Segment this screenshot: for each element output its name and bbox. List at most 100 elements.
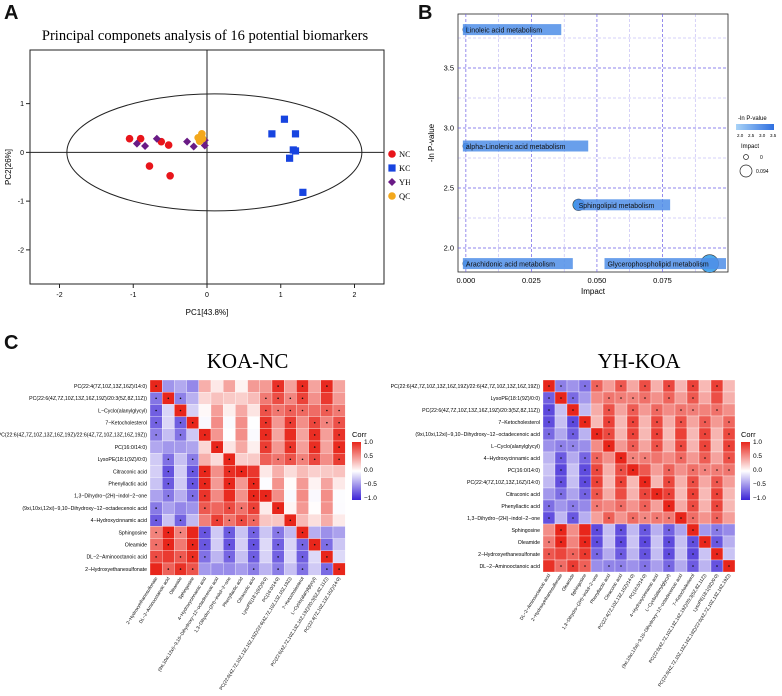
heatmap-cell [650, 547, 664, 561]
heatmap-cell [174, 489, 187, 503]
heatmap-cell [284, 550, 297, 564]
heatmap-cell [542, 475, 556, 489]
significance-marker [155, 507, 157, 509]
significance-marker [572, 505, 574, 507]
pathway-label: Arachidonic acid metabolism [466, 262, 555, 269]
significance-marker [656, 517, 658, 519]
pathway-xtick-label: 0.025 [522, 276, 541, 285]
heatmap-cell [542, 451, 556, 465]
heatmap-cell [186, 392, 199, 405]
significance-marker [277, 385, 279, 387]
significance-marker [572, 421, 574, 423]
heatmap-cell [722, 547, 736, 561]
heatmap-cell [162, 404, 175, 417]
significance-marker [313, 421, 316, 424]
significance-marker [313, 543, 316, 546]
heatmap-cell [698, 379, 712, 393]
significance-marker [716, 517, 718, 519]
significance-marker [277, 543, 279, 546]
heatmap-cell [296, 428, 309, 442]
significance-marker [584, 553, 586, 555]
heatmap-cell [174, 453, 187, 466]
heatmap-row-label: 7−Ketocholesterol [105, 421, 147, 427]
significance-marker [301, 409, 304, 412]
heatmap-legend-tick: 0.0 [753, 467, 762, 474]
heatmap-cell [320, 465, 334, 478]
heatmap-cell [590, 559, 604, 573]
heatmap-cell [186, 428, 199, 442]
significance-marker [596, 553, 598, 555]
significance-marker [277, 409, 279, 412]
significance-marker [656, 421, 658, 423]
significance-marker [167, 568, 170, 570]
heatmap-cell [650, 391, 664, 405]
heatmap-cell [308, 465, 321, 478]
pathway-ytick-label: 3.5 [444, 64, 454, 73]
significance-marker [584, 541, 586, 543]
heatmap-cell [284, 562, 297, 576]
heatmap-yh-koa: YH-KOA PC(22:6(4Z,7Z,10Z,13Z,16Z,19Z)/22:… [391, 349, 767, 688]
pca-point-yh [141, 142, 150, 151]
heatmap-cell [174, 501, 187, 515]
heatmap-cell [296, 514, 309, 527]
heatmap-cell [590, 439, 604, 453]
heatmap-cell [271, 428, 285, 442]
heatmap-cell [247, 428, 260, 442]
heatmap-cell [235, 489, 248, 503]
heatmap-cell [332, 526, 346, 539]
significance-marker [277, 507, 279, 509]
pathway-ylabel: -ln P-value [427, 123, 436, 162]
pca-ytick-label: -2 [18, 247, 24, 254]
heatmap-cell [674, 523, 688, 537]
heatmap-cell [722, 487, 736, 501]
significance-marker [728, 421, 730, 423]
heatmap-cell [674, 559, 688, 573]
heatmap-cell [149, 477, 163, 490]
pca-point-koa [291, 147, 300, 155]
significance-marker [548, 541, 550, 543]
significance-marker [326, 556, 328, 558]
heatmap-cell [210, 392, 224, 405]
heatmap-cell [650, 463, 664, 477]
heatmap-row-label: Citraconic acid [506, 492, 540, 498]
significance-marker [560, 457, 562, 459]
legend-marker-nc [388, 150, 396, 158]
pathway-xtick-label: 0.050 [588, 276, 607, 285]
heatmap-cell [662, 415, 676, 429]
heatmap-title: KOA-NC [207, 349, 289, 373]
significance-marker [620, 529, 622, 531]
heatmap-cell [259, 550, 273, 564]
heatmap-legend-tick: −1.0 [364, 495, 377, 502]
heatmap-cell [674, 547, 688, 561]
heatmap-cell [674, 487, 688, 501]
heatmap-cell [247, 379, 260, 393]
heatmap-cell [308, 562, 321, 576]
heatmap-cell [710, 439, 724, 453]
significance-marker [728, 433, 730, 435]
significance-marker [560, 565, 562, 567]
heatmap-cell [308, 404, 321, 417]
significance-marker [668, 385, 670, 387]
heatmap-cell [662, 427, 676, 441]
heatmap-cell [554, 403, 568, 417]
pathway-ytick-label: 2.0 [444, 244, 454, 253]
heatmap-cell [590, 415, 604, 429]
heatmap-row-label: (9xi,10xi,12xi)−9,10−Dihydroxy−12−octade… [415, 432, 540, 438]
heatmap-cell [235, 392, 248, 405]
heatmap-cell [198, 562, 212, 576]
heatmap-cell [162, 428, 175, 442]
heatmap-cell [626, 487, 640, 501]
significance-marker [596, 457, 598, 459]
significance-marker [326, 543, 328, 546]
heatmap-cell [722, 499, 736, 513]
legend-size-small [743, 154, 749, 160]
heatmap-cell [626, 535, 640, 549]
significance-marker [644, 553, 646, 555]
pca-xtick-label: 2 [353, 292, 357, 299]
significance-marker [560, 541, 562, 543]
significance-marker [548, 505, 550, 507]
pathway-panel: 0.000 0.025 0.050 0.075 2.0 2.5 3.0 3.5 Impact -l… [410, 0, 782, 320]
heatmap-legend-title: Corr [741, 430, 756, 439]
heatmap-cell [308, 392, 321, 405]
heatmap-cell [235, 379, 248, 393]
